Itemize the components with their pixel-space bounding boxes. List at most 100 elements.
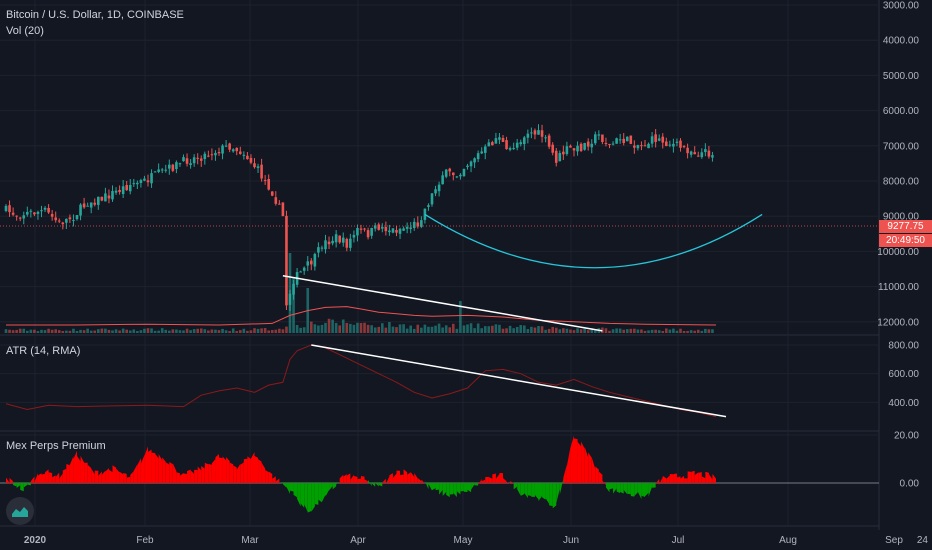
time-tick-label: Aug	[779, 535, 797, 546]
candle-body	[104, 193, 107, 202]
candle-body	[675, 141, 679, 143]
atr-tick-label: 400.00	[888, 398, 919, 409]
candle-body	[118, 189, 121, 192]
price-tick-label: 4000.00	[883, 36, 920, 47]
premium-segment	[105, 467, 109, 483]
time-tick-label: May	[454, 535, 473, 546]
volume-legend[interactable]: Vol (20)	[6, 25, 44, 37]
premium-segment	[98, 471, 102, 483]
candle-body	[643, 145, 647, 147]
candle-body	[565, 146, 569, 155]
premium-segment	[332, 483, 337, 490]
candle-body	[26, 211, 29, 215]
volume-bar	[97, 329, 100, 333]
volume-bar	[476, 323, 480, 333]
candle-body	[707, 150, 711, 157]
candle-body	[590, 143, 594, 148]
candle-body	[608, 143, 611, 145]
atr-trendline	[311, 344, 727, 418]
volume-bar	[491, 325, 494, 333]
volume-bar	[508, 325, 512, 333]
premium-legend[interactable]: Mex Perps Premium	[6, 440, 106, 452]
volume-bar	[576, 328, 579, 333]
candle-body	[579, 143, 583, 152]
candle-body	[242, 154, 246, 156]
volume-bar	[547, 328, 551, 333]
volume-bar	[136, 330, 139, 333]
candle-body	[196, 157, 199, 159]
premium-segment	[424, 481, 429, 490]
volume-bar	[554, 327, 558, 333]
premium-segment	[382, 478, 386, 483]
premium-segment	[219, 457, 223, 483]
candle-body	[128, 185, 132, 192]
premium-segment	[9, 477, 14, 483]
candle-body	[82, 203, 86, 208]
premium-segment	[549, 483, 553, 507]
volume-bar	[388, 322, 391, 333]
volume-bar	[558, 329, 562, 333]
premium-segment	[659, 476, 663, 485]
volume-bar	[498, 324, 501, 333]
volume-bar	[121, 328, 125, 333]
candle-body	[611, 143, 615, 145]
candle-body	[278, 203, 281, 205]
volume-bar	[125, 329, 128, 333]
candle-body	[370, 228, 373, 236]
volume-bar	[189, 330, 192, 333]
premium-segment	[680, 475, 685, 483]
premium-segment	[208, 463, 212, 483]
premium-segment	[602, 480, 606, 486]
premium-segment	[637, 483, 642, 500]
volume-bar	[221, 328, 224, 333]
candle-body	[18, 217, 22, 219]
premium-segment	[492, 473, 496, 483]
volume-bar	[523, 325, 526, 333]
premium-segment	[41, 473, 46, 483]
volume-bar	[395, 327, 398, 333]
candle-body	[68, 217, 72, 220]
premium-segment	[318, 483, 322, 503]
atr-tick-label: 800.00	[888, 341, 919, 352]
candle-body	[636, 145, 640, 149]
candle-body	[203, 153, 207, 160]
candle-body	[668, 144, 672, 146]
candle-body	[494, 138, 498, 144]
volume-bar	[207, 330, 210, 333]
candle-body	[487, 142, 491, 147]
candle-body	[526, 133, 530, 138]
volume-ma-line	[6, 306, 717, 326]
premium-segment	[634, 483, 638, 497]
candle-body	[224, 145, 228, 147]
volume-bar	[608, 330, 611, 333]
candle-body	[381, 227, 384, 229]
candle-body	[57, 220, 61, 222]
candle-body	[679, 140, 682, 148]
premium-segment	[62, 468, 67, 483]
premium-segment	[34, 473, 38, 483]
premium-segment	[240, 462, 244, 483]
volume-bar	[111, 330, 114, 333]
volume-bar	[203, 329, 207, 333]
symbol-title[interactable]: Bitcoin / U.S. Dollar, 1D, COINBASE	[6, 9, 184, 21]
time-tick-label: Sep	[885, 535, 903, 546]
candle-body	[274, 197, 278, 204]
price-tick-label: 10000.00	[877, 247, 919, 258]
premium-segment	[211, 458, 216, 483]
volume-bar	[594, 330, 597, 333]
candle-body	[398, 228, 402, 234]
volume-bar	[79, 329, 82, 333]
time-tick-label: 24	[917, 535, 929, 546]
logo-icon	[12, 507, 28, 517]
tradingview-logo[interactable]	[6, 497, 34, 525]
volume-bar	[274, 329, 278, 333]
atr-legend[interactable]: ATR (14, RMA)	[6, 345, 81, 357]
volume-bar	[423, 324, 427, 333]
premium-segment	[421, 479, 425, 484]
volume-bar	[334, 323, 338, 333]
premium-segment	[300, 483, 305, 508]
candle-body	[384, 227, 388, 232]
candle-body	[711, 155, 714, 158]
time-tick-label: Feb	[136, 535, 154, 546]
